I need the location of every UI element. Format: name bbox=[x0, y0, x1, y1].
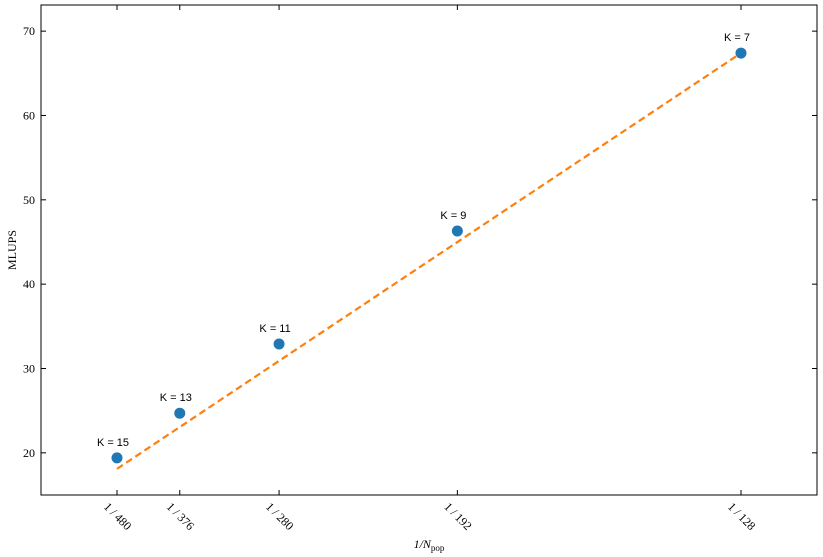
y-tick-label: 20 bbox=[23, 446, 35, 460]
point-label: K = 9 bbox=[440, 210, 466, 222]
plot-frame bbox=[40, 4, 818, 496]
point-label: K = 11 bbox=[259, 323, 290, 335]
x-axis-label-main: 1/N bbox=[414, 537, 432, 551]
x-tick-label: 1 / 280 bbox=[263, 500, 296, 533]
fit-line bbox=[116, 52, 742, 470]
scatter-point bbox=[735, 47, 747, 59]
x-tick-label: 1 / 480 bbox=[101, 500, 134, 533]
scatter-point bbox=[111, 452, 123, 464]
point-label: K = 13 bbox=[160, 392, 192, 404]
point-label: K = 7 bbox=[724, 32, 750, 44]
y-axis-label: MLUPS bbox=[5, 230, 19, 270]
x-axis-label-sub: pop bbox=[431, 543, 445, 553]
y-tick-label: 50 bbox=[23, 193, 35, 207]
y-tick-label: 30 bbox=[23, 361, 35, 375]
y-tick-label: 40 bbox=[23, 277, 35, 291]
scatter-point bbox=[451, 225, 463, 237]
x-tick-label: 1 / 128 bbox=[725, 500, 758, 533]
y-tick-label: 60 bbox=[23, 108, 35, 122]
x-axis-label: 1/Npop bbox=[414, 537, 445, 553]
scatter-point bbox=[273, 338, 285, 350]
x-tick-label: 1 / 192 bbox=[441, 500, 474, 533]
scatter-point bbox=[174, 407, 186, 419]
point-label: K = 15 bbox=[97, 437, 129, 449]
x-tick-label: 1 / 376 bbox=[164, 500, 197, 533]
y-tick-label: 70 bbox=[23, 24, 35, 38]
